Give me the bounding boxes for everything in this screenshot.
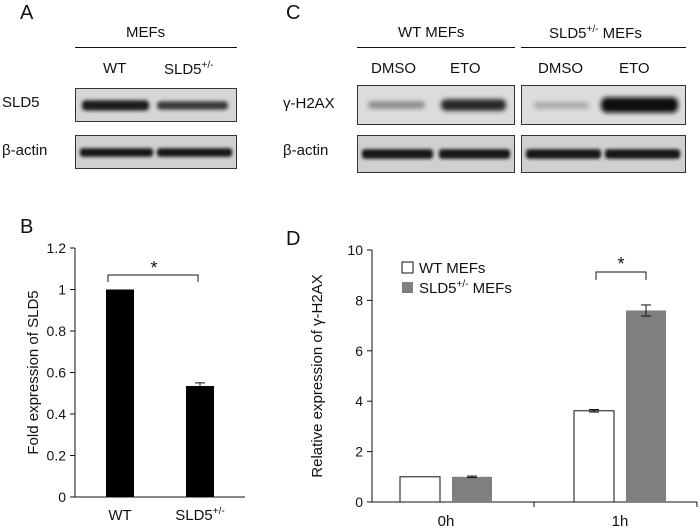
chart-d-legend-label-sld5: SLD5+/- MEFs: [419, 279, 512, 297]
blot-c-actin-sld5: [521, 135, 686, 173]
chart-b-bar: [186, 385, 214, 497]
chart-b-y-tick-label: 0.2: [47, 448, 67, 464]
panel-a-lane-sld5: SLD5+/-: [164, 60, 214, 78]
chart-d-legend-label-wt: WT MEFs: [419, 260, 485, 277]
chart-d-y-tick-label: 6: [355, 343, 363, 359]
chart-d-bar: [573, 410, 615, 503]
chart-b-y-tick-label: 0: [58, 489, 66, 505]
chart-d-legend-swatch-wt: [401, 261, 414, 274]
chart-b-x-tick-label: WT: [108, 507, 131, 524]
chart-b-bar: [106, 289, 134, 497]
panel-c-lane-4: ETO: [619, 60, 650, 77]
chart-d-significance-bracket: [595, 271, 647, 280]
panel-c-rule-wt: [357, 47, 515, 48]
panel-c-rule-sld5: [521, 47, 686, 48]
chart-d-x-tick-label: 1h: [612, 513, 629, 529]
blot-a-actin: [75, 135, 237, 169]
chart-d-bar: [399, 476, 441, 503]
panel-c-lane-1: DMSO: [371, 60, 416, 77]
blot-c-h2ax-sld5: [521, 85, 686, 125]
panel-c-lane-3: DMSO: [538, 60, 583, 77]
chart-b-x-tick-label: SLD5+/-: [175, 506, 224, 524]
chart-d-significance-star: *: [617, 254, 624, 274]
panel-a-letter: A: [20, 2, 34, 24]
panel-a-row-actin: β-actin: [2, 142, 48, 159]
panel-b-letter: B: [20, 216, 34, 238]
blot-c-h2ax-wt: [357, 85, 515, 125]
chart-d-legend-swatch-sld5: [402, 282, 413, 293]
panel-c-row-actin: β-actin: [283, 142, 329, 159]
chart-b-y-tick-label: 1.2: [47, 240, 67, 256]
chart-b-y-tick-label: 1: [58, 282, 66, 298]
panel-c-lane-2: ETO: [450, 60, 481, 77]
chart-b-y-axis-label: Fold expression of SLD5: [25, 290, 42, 454]
chart-b-y-tick-label: 0.4: [47, 406, 67, 422]
panel-a-row-sld5: SLD5: [2, 94, 40, 111]
chart-b-significance-bracket: [107, 274, 199, 282]
panel-d-letter: D: [286, 228, 301, 250]
panel-c-letter: C: [286, 2, 301, 24]
chart-b-significance-star: *: [150, 258, 157, 278]
panel-c-group-wt: WT MEFs: [398, 24, 465, 41]
blot-c-actin-wt: [357, 135, 515, 173]
panel-c-row-h2ax: γ-H2AX: [283, 95, 335, 112]
panel-a-header-rule: [75, 47, 237, 48]
chart-d-bar: [626, 310, 666, 502]
chart-d-y-tick-label: 0: [355, 494, 363, 510]
blot-a-sld5: [75, 88, 237, 122]
chart-d-x-tick-label: 0h: [438, 513, 455, 529]
panel-a-header: MEFs: [126, 24, 166, 41]
chart-d-y-tick-label: 2: [355, 444, 363, 460]
chart-d-bar: [452, 476, 492, 502]
chart-b-y-tick-label: 0.8: [47, 323, 67, 339]
chart-d-y-tick-label: 4: [355, 393, 363, 409]
panel-c-group-sld5: SLD5+/- MEFs: [549, 24, 642, 42]
chart-d-y-axis-label: Relative expression of γ-H2AX: [309, 274, 326, 477]
panel-a-lane-wt: WT: [103, 60, 127, 77]
chart-b-y-tick-label: 0.6: [47, 365, 67, 381]
chart-d-y-tick-label: 8: [355, 292, 363, 308]
chart-d-y-tick-label: 10: [347, 242, 363, 258]
